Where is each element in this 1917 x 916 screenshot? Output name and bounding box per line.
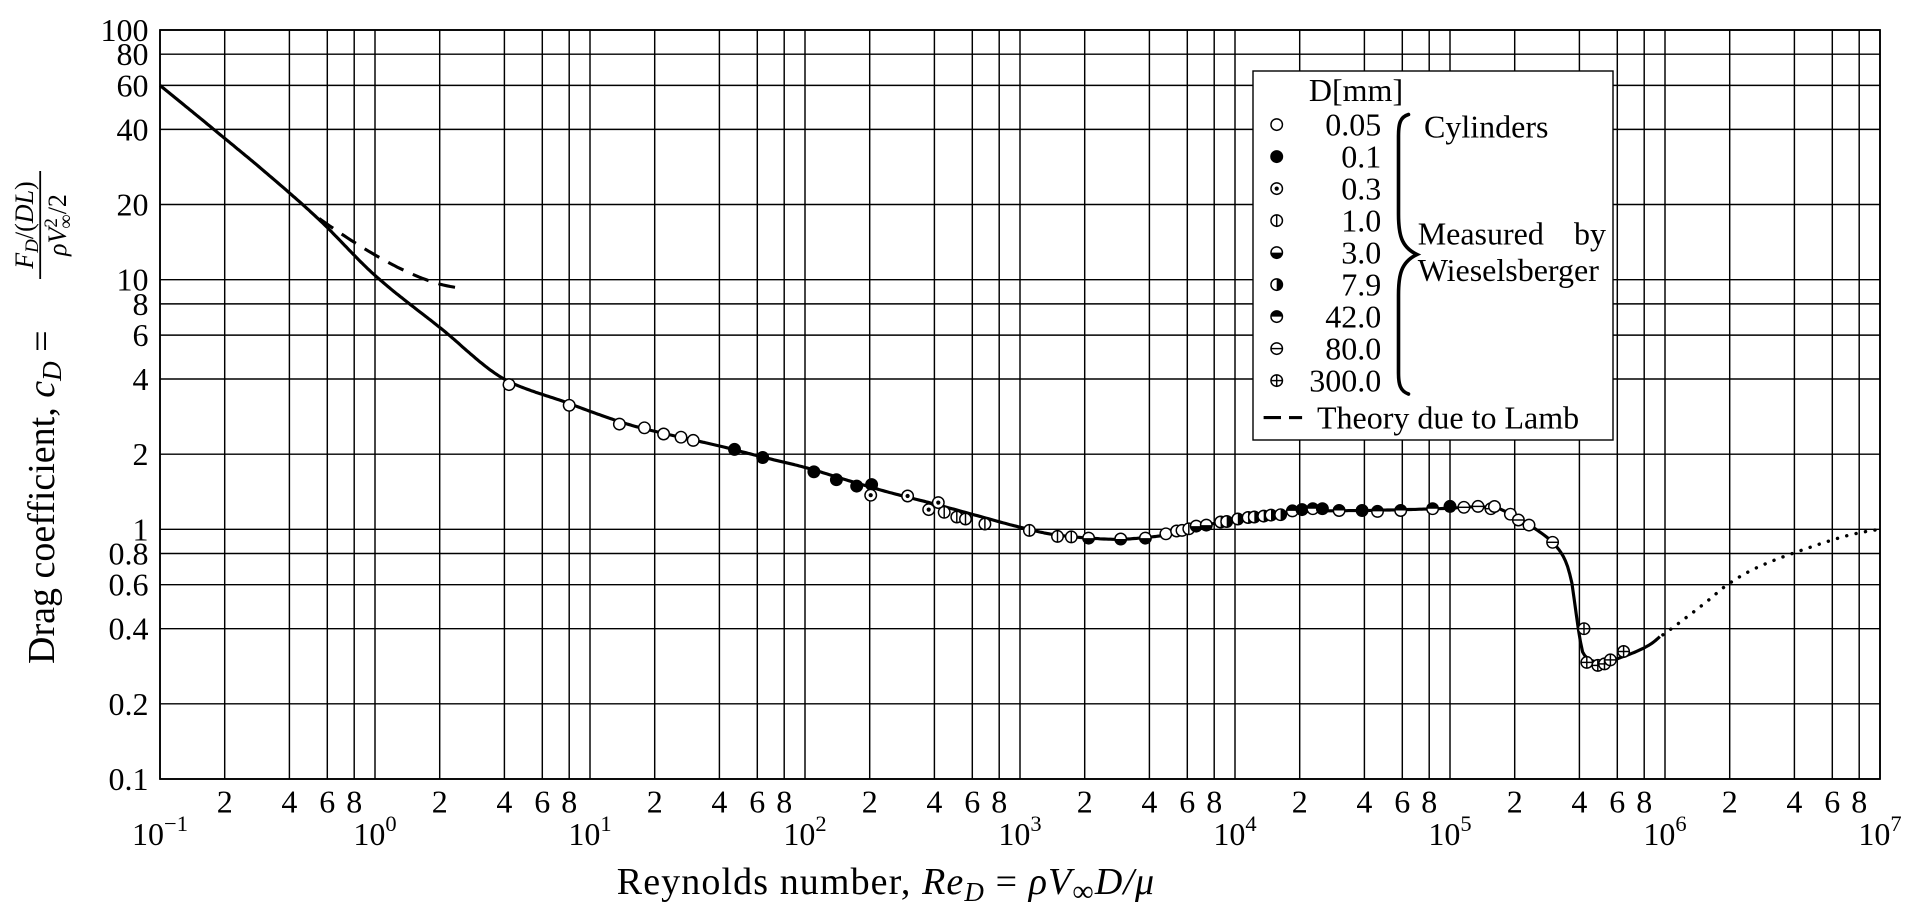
svg-text:4: 4 — [1356, 784, 1372, 820]
svg-text:2: 2 — [217, 784, 233, 820]
svg-text:103: 103 — [998, 811, 1041, 852]
svg-text:2: 2 — [1722, 784, 1738, 820]
svg-text:80: 80 — [117, 36, 149, 72]
svg-text:4: 4 — [133, 361, 149, 397]
svg-text:6: 6 — [1824, 784, 1840, 820]
svg-text:D[mm]: D[mm] — [1309, 72, 1403, 108]
svg-text:8: 8 — [346, 784, 362, 820]
svg-text:8: 8 — [1206, 784, 1222, 820]
svg-text:Reynolds number, ReD = ρV∞D/μ: Reynolds number, ReD = ρV∞D/μ — [617, 861, 1155, 908]
svg-text:40: 40 — [117, 111, 149, 147]
svg-text:Drag coefficient, cD =: Drag coefficient, cD = — [21, 330, 67, 664]
svg-text:20: 20 — [117, 187, 149, 223]
svg-text:2: 2 — [647, 784, 663, 820]
svg-text:8: 8 — [776, 784, 792, 820]
svg-text:4: 4 — [496, 784, 512, 820]
svg-text:6: 6 — [133, 317, 149, 353]
svg-text:Theory due to Lamb: Theory due to Lamb — [1317, 400, 1579, 436]
svg-text:2: 2 — [1077, 784, 1093, 820]
svg-text:7.9: 7.9 — [1341, 267, 1381, 303]
svg-text:2: 2 — [133, 436, 149, 472]
svg-text:1: 1 — [133, 511, 149, 547]
svg-text:106: 106 — [1643, 811, 1686, 852]
svg-text:80.0: 80.0 — [1325, 331, 1381, 367]
svg-text:10: 10 — [117, 262, 149, 298]
svg-text:0.8: 0.8 — [109, 536, 149, 572]
svg-text:60: 60 — [117, 67, 149, 103]
svg-text:0.3: 0.3 — [1341, 171, 1381, 207]
svg-text:Cylinders: Cylinders — [1424, 108, 1548, 144]
svg-text:8: 8 — [561, 784, 577, 820]
svg-text:6: 6 — [1179, 784, 1195, 820]
svg-text:by: by — [1574, 215, 1606, 251]
svg-text:107: 107 — [1858, 811, 1901, 852]
svg-text:8: 8 — [991, 784, 1007, 820]
svg-text:104: 104 — [1213, 811, 1256, 852]
svg-text:Wieselsberger: Wieselsberger — [1418, 252, 1600, 288]
svg-text:10−1: 10−1 — [132, 811, 188, 852]
svg-text:100: 100 — [353, 811, 396, 852]
svg-text:ρV2∞/2: ρV2∞/2 — [41, 194, 77, 257]
svg-text:6: 6 — [964, 784, 980, 820]
svg-text:4: 4 — [711, 784, 727, 820]
svg-text:4: 4 — [1141, 784, 1157, 820]
svg-text:6: 6 — [1394, 784, 1410, 820]
svg-text:100: 100 — [101, 12, 149, 48]
svg-text:FD/(DL): FD/(DL) — [10, 181, 43, 269]
svg-text:6: 6 — [319, 784, 335, 820]
svg-text:8: 8 — [1421, 784, 1437, 820]
svg-text:101: 101 — [568, 811, 611, 852]
svg-text:4: 4 — [926, 784, 942, 820]
svg-text:0.1: 0.1 — [1341, 139, 1381, 175]
svg-text:4: 4 — [1571, 784, 1587, 820]
svg-text:4: 4 — [281, 784, 297, 820]
svg-text:0.4: 0.4 — [109, 611, 149, 647]
svg-text:4: 4 — [1786, 784, 1802, 820]
svg-text:6: 6 — [749, 784, 765, 820]
svg-text:6: 6 — [534, 784, 550, 820]
svg-text:1.0: 1.0 — [1341, 203, 1381, 239]
svg-text:42.0: 42.0 — [1325, 299, 1381, 335]
svg-text:102: 102 — [783, 811, 826, 852]
svg-text:2: 2 — [1292, 784, 1308, 820]
svg-text:8: 8 — [1851, 784, 1867, 820]
svg-text:Measured: Measured — [1418, 215, 1544, 251]
svg-text:6: 6 — [1609, 784, 1625, 820]
svg-text:2: 2 — [432, 784, 448, 820]
svg-text:2: 2 — [862, 784, 878, 820]
svg-text:0.05: 0.05 — [1325, 107, 1381, 143]
svg-text:8: 8 — [1636, 784, 1652, 820]
svg-text:8: 8 — [133, 286, 149, 322]
svg-text:3.0: 3.0 — [1341, 235, 1381, 271]
svg-text:0.6: 0.6 — [109, 567, 149, 603]
svg-text:0.2: 0.2 — [109, 686, 149, 722]
svg-text:105: 105 — [1428, 811, 1471, 852]
svg-text:0.1: 0.1 — [109, 761, 149, 797]
svg-text:2: 2 — [1507, 784, 1523, 820]
svg-text:300.0: 300.0 — [1309, 363, 1381, 399]
